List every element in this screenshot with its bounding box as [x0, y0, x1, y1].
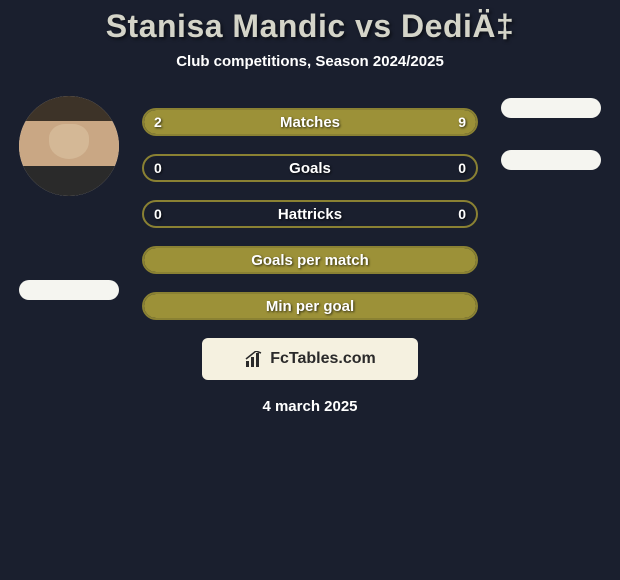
stat-row: 2 9 Matches [142, 108, 478, 136]
content-row: 2 9 Matches 0 0 Goals 0 0 Hattricks Goals per mat… [0, 108, 620, 320]
chart-icon [244, 351, 264, 367]
stat-value-left: 2 [154, 114, 162, 130]
stat-label: Matches [280, 114, 340, 131]
stats-column: 2 9 Matches 0 0 Goals 0 0 Hattricks Goals per mat… [142, 108, 478, 320]
right-team-badge-1 [501, 98, 601, 118]
right-player-col [496, 108, 606, 170]
right-team-badge-2 [501, 150, 601, 170]
date-label: 4 march 2025 [0, 398, 620, 415]
avatar-image [19, 96, 119, 196]
logo-box[interactable]: FcTables.com [202, 338, 418, 380]
left-avatar [19, 96, 119, 196]
stat-value-right: 0 [458, 206, 466, 222]
stat-row: Goals per match [142, 246, 478, 274]
stat-label: Hattricks [278, 206, 342, 223]
subtitle: Club competitions, Season 2024/2025 [0, 53, 620, 70]
left-player-col [14, 108, 124, 300]
stat-row: Min per goal [142, 292, 478, 320]
comparison-widget: Stanisa Mandic vs DediÄ‡ Club competitio… [0, 0, 620, 415]
stat-row: 0 0 Hattricks [142, 200, 478, 228]
stat-value-right: 9 [458, 114, 466, 130]
logo-text: FcTables.com [270, 350, 376, 368]
stat-value-right: 0 [458, 160, 466, 176]
left-team-badge [19, 280, 119, 300]
stat-value-left: 0 [154, 160, 162, 176]
stat-label: Goals per match [251, 252, 369, 269]
stat-row: 0 0 Goals [142, 154, 478, 182]
stat-value-left: 0 [154, 206, 162, 222]
stat-label: Goals [289, 160, 331, 177]
stat-fill-left [144, 110, 204, 134]
stat-label: Min per goal [266, 298, 354, 315]
page-title: Stanisa Mandic vs DediÄ‡ [0, 8, 620, 45]
